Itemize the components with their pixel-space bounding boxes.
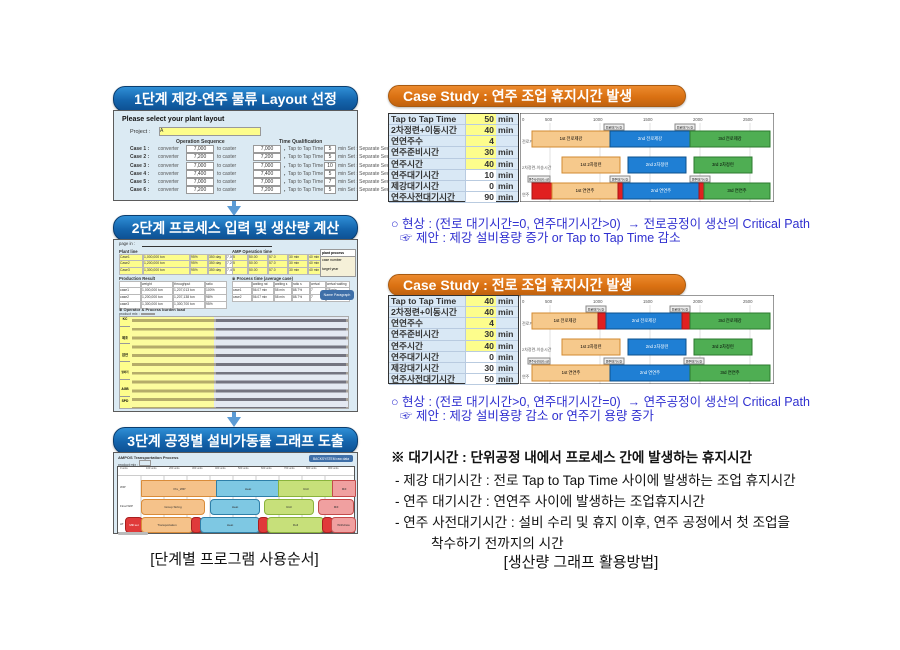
svg-text:2nd 2차정련: 2nd 2차정련: [646, 343, 669, 350]
svg-text:0: 0: [522, 117, 525, 122]
svg-text:연주대기시간: 연주대기시간: [612, 177, 629, 182]
svg-text:2차정련-이송시간: 2차정련-이송시간: [522, 346, 552, 352]
svg-text:500: 500: [545, 117, 553, 122]
svg-text:2nd 전로제강: 2nd 전로제강: [632, 317, 656, 324]
svg-text:전로대기시간: 전로대기시간: [606, 125, 623, 130]
svg-text:1000: 1000: [593, 299, 603, 304]
svg-text:전로대기시간: 전로대기시간: [588, 307, 605, 312]
svg-text:0: 0: [522, 299, 525, 304]
svg-text:1st 전로제강: 1st 전로제강: [554, 317, 577, 324]
svg-text:연주: 연주: [522, 373, 530, 379]
svg-text:연주: 연주: [522, 191, 530, 197]
svg-text:연주대기시간: 연주대기시간: [686, 359, 703, 364]
svg-text:2500: 2500: [743, 117, 753, 122]
svg-text:3rd 2차정련: 3rd 2차정련: [712, 343, 734, 350]
svg-text:3rd 연연주: 3rd 연연주: [720, 369, 739, 376]
svg-text:3rd 전로제강: 3rd 전로제강: [718, 317, 741, 324]
svg-text:3rd 전로제강: 3rd 전로제강: [718, 135, 741, 142]
svg-text:1st 연연주: 1st 연연주: [562, 369, 581, 376]
svg-text:1st 2차정련: 1st 2차정련: [580, 161, 601, 168]
svg-text:1st 전로제강: 1st 전로제강: [560, 135, 583, 142]
svg-text:1st 2차정련: 1st 2차정련: [580, 343, 601, 350]
svg-text:1000: 1000: [593, 117, 603, 122]
svg-text:2500: 2500: [743, 299, 753, 304]
svg-text:2차정련-이송시간: 2차정련-이송시간: [522, 164, 552, 170]
svg-text:2000: 2000: [693, 299, 703, 304]
svg-text:연주사전대기시간: 연주사전대기시간: [529, 178, 550, 182]
svg-text:3rd 2차정련: 3rd 2차정련: [712, 161, 734, 168]
svg-text:1500: 1500: [643, 117, 653, 122]
svg-text:전로대기시간: 전로대기시간: [677, 125, 694, 130]
svg-text:1500: 1500: [643, 299, 653, 304]
svg-text:전로대기시간: 전로대기시간: [672, 307, 689, 312]
svg-text:3rd 연연주: 3rd 연연주: [727, 187, 746, 194]
svg-text:연주대기시간: 연주대기시간: [606, 359, 623, 364]
svg-text:2000: 2000: [693, 117, 703, 122]
svg-text:2nd 전로제강: 2nd 전로제강: [638, 135, 662, 142]
svg-text:2nd 연연주: 2nd 연연주: [651, 187, 671, 194]
svg-text:500: 500: [545, 299, 553, 304]
svg-text:2nd 연연주: 2nd 연연주: [640, 369, 660, 376]
svg-text:1st 연연주: 1st 연연주: [576, 187, 595, 194]
svg-text:연주사전대기시간: 연주사전대기시간: [529, 360, 550, 364]
svg-text:연주대기시간: 연주대기시간: [692, 177, 709, 182]
svg-text:2nd 2차정련: 2nd 2차정련: [646, 161, 669, 168]
